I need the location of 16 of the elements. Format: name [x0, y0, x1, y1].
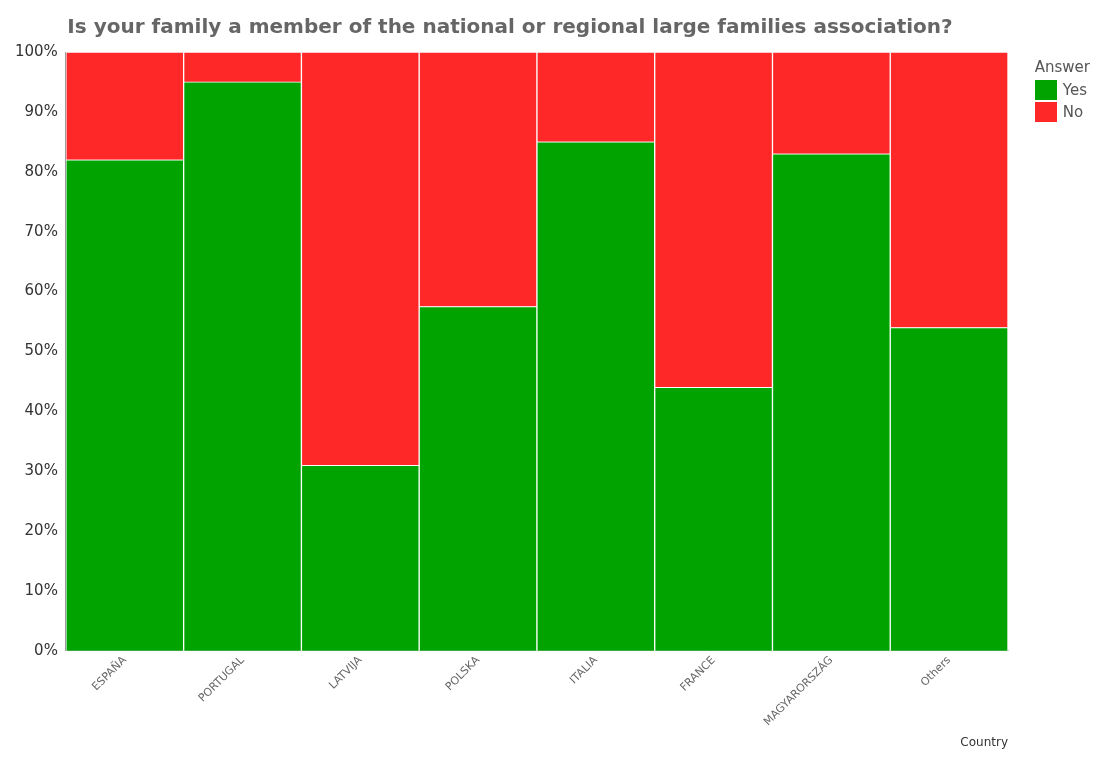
x-axis-title: Country	[960, 734, 1008, 749]
y-tick-label: 0%	[34, 640, 58, 659]
legend-label: No	[1062, 103, 1084, 121]
y-tick-label: 30%	[24, 461, 58, 480]
y-tick-label: 40%	[24, 401, 58, 420]
y-tick-label: 50%	[24, 341, 58, 360]
y-tick-label: 70%	[24, 221, 58, 240]
y-tick-label: 100%	[14, 41, 58, 60]
chart-title: Is your family a member of the national or regional large families association?	[67, 14, 953, 39]
legend-label: Yes	[1062, 81, 1087, 99]
y-tick-label: 10%	[24, 580, 58, 599]
y-tick-label: 90%	[24, 101, 58, 120]
y-tick-label: 80%	[24, 161, 58, 180]
y-tick-label: 20%	[24, 520, 58, 539]
legend-title: Answer	[1034, 58, 1090, 76]
y-tick-label: 60%	[24, 281, 58, 300]
